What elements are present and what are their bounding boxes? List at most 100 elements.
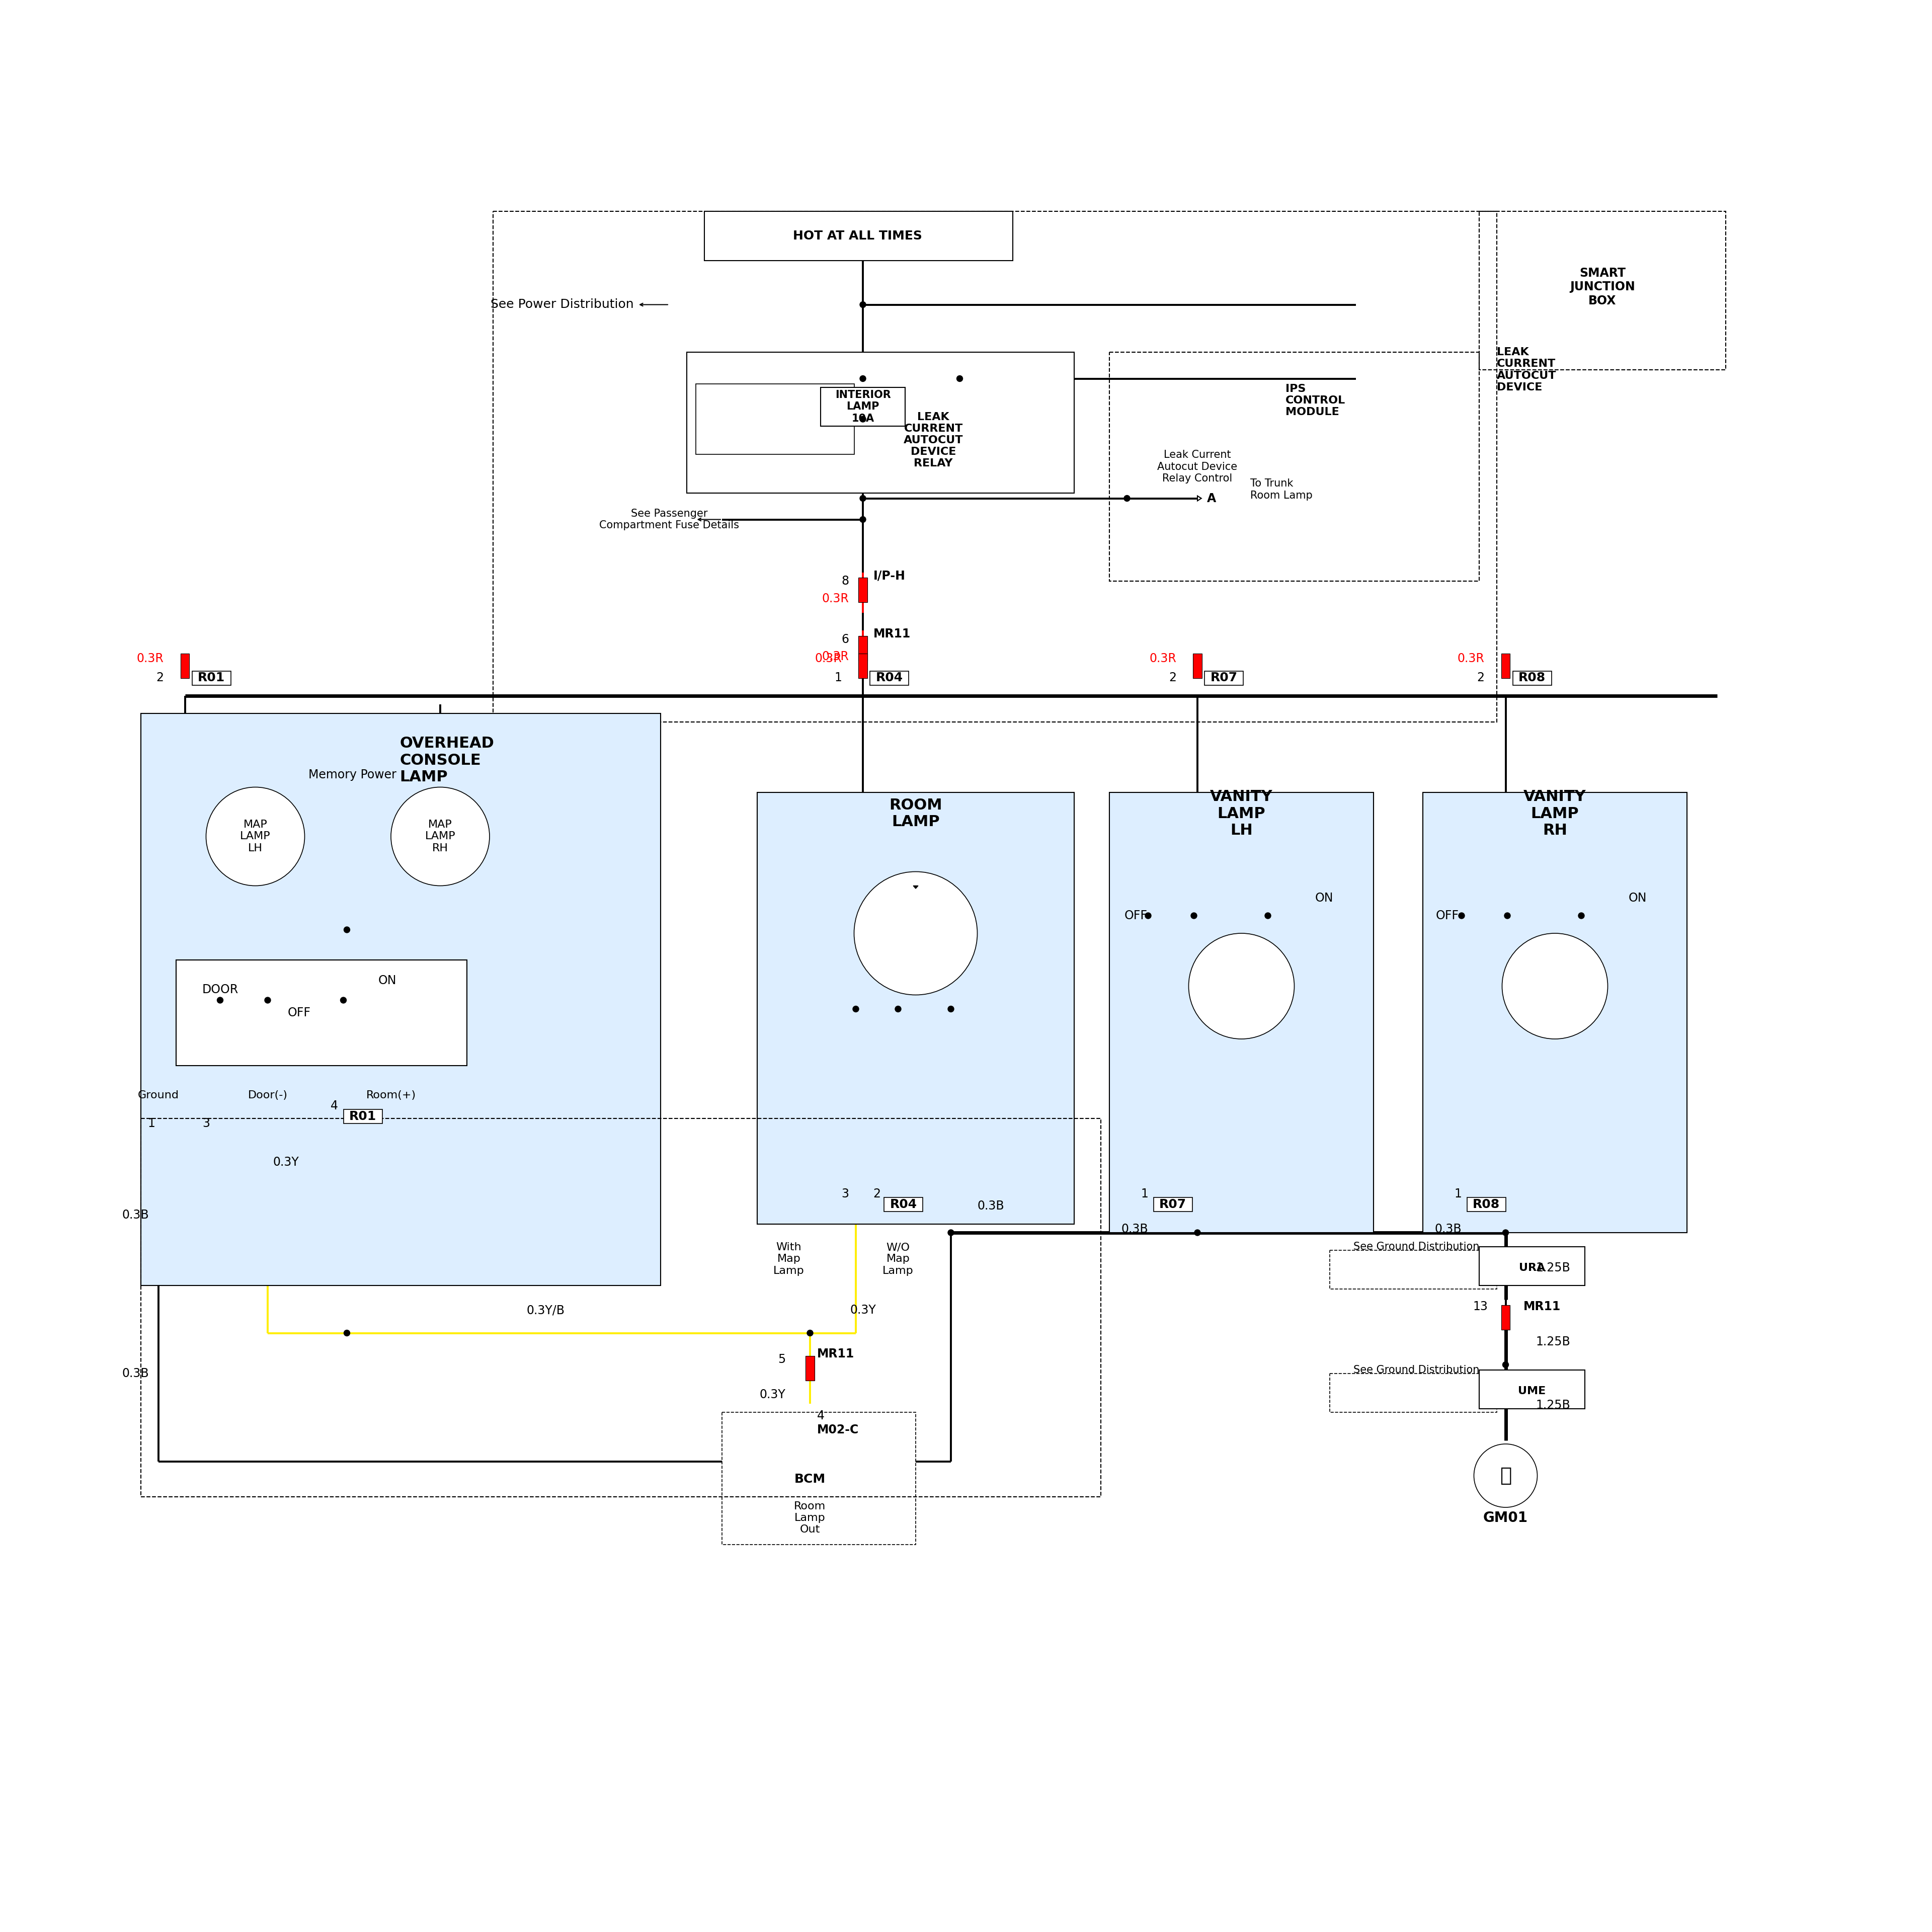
Bar <box>821 388 904 427</box>
Circle shape <box>949 1229 954 1236</box>
Text: 6: 6 <box>840 634 848 645</box>
Text: 0.3B: 0.3B <box>1435 1223 1463 1235</box>
Text: MR11: MR11 <box>1522 1300 1561 1312</box>
Bar <box>1329 1250 1497 1289</box>
Text: Leak Current
Autocut Device
Relay Control: Leak Current Autocut Device Relay Contro… <box>1157 450 1238 483</box>
Bar <box>1513 670 1551 686</box>
Text: See Ground Distribution: See Ground Distribution <box>1352 1366 1480 1376</box>
Text: 0.3B: 0.3B <box>978 1200 1005 1211</box>
Text: SMART
JUNCTION
BOX: SMART JUNCTION BOX <box>1571 267 1634 307</box>
Circle shape <box>956 375 962 383</box>
Text: ROOM
LAMP: ROOM LAMP <box>889 798 943 829</box>
Bar <box>696 384 854 454</box>
Circle shape <box>1190 912 1198 920</box>
Text: ⏚: ⏚ <box>1499 1466 1511 1486</box>
Text: LEAK
CURRENT
AUTOCUT
DEVICE
RELAY: LEAK CURRENT AUTOCUT DEVICE RELAY <box>904 412 964 469</box>
Circle shape <box>1124 495 1130 502</box>
Text: LEAK
CURRENT
AUTOCUT
DEVICE: LEAK CURRENT AUTOCUT DEVICE <box>1497 348 1557 392</box>
Text: A: A <box>1208 493 1215 504</box>
Text: ON: ON <box>1629 893 1646 904</box>
Bar <box>858 636 867 661</box>
Bar <box>180 653 189 678</box>
Text: 1: 1 <box>835 672 842 684</box>
Bar <box>1194 653 1202 678</box>
Text: 5: 5 <box>779 1354 786 1366</box>
Text: 1.25B: 1.25B <box>1536 1262 1571 1273</box>
Circle shape <box>1265 912 1271 920</box>
Bar <box>1480 211 1725 369</box>
Circle shape <box>1503 1229 1509 1236</box>
Text: OFF: OFF <box>1435 910 1459 922</box>
Text: 0.3R: 0.3R <box>1150 653 1177 665</box>
Bar <box>858 653 867 678</box>
Circle shape <box>895 1007 900 1012</box>
Circle shape <box>860 301 866 307</box>
Bar <box>493 211 1497 723</box>
Bar <box>806 1356 815 1381</box>
Text: VANITY
LAMP
RH: VANITY LAMP RH <box>1524 790 1586 838</box>
Text: 0.3B: 0.3B <box>122 1209 149 1221</box>
Circle shape <box>216 997 222 1003</box>
Circle shape <box>1146 912 1151 920</box>
Bar <box>176 960 468 1065</box>
Text: 13: 13 <box>1472 1300 1488 1312</box>
Text: R04: R04 <box>875 672 902 684</box>
Bar <box>1480 1246 1584 1285</box>
Text: 2: 2 <box>156 672 164 684</box>
Text: 0.3R: 0.3R <box>821 651 848 663</box>
Text: 0.3Y: 0.3Y <box>272 1155 299 1169</box>
Text: I/P-H: I/P-H <box>873 570 906 582</box>
Text: See Power Distribution: See Power Distribution <box>491 299 634 311</box>
Bar <box>757 792 1074 1223</box>
Circle shape <box>860 415 866 421</box>
Text: OVERHEAD
CONSOLE
LAMP: OVERHEAD CONSOLE LAMP <box>400 736 495 784</box>
Bar <box>1109 792 1374 1233</box>
Bar <box>1466 1198 1505 1211</box>
Circle shape <box>207 786 305 885</box>
Text: 0.3Y/B: 0.3Y/B <box>527 1304 564 1316</box>
Text: 4: 4 <box>330 1099 338 1113</box>
Text: Room(+): Room(+) <box>365 1090 415 1101</box>
Circle shape <box>1578 912 1584 920</box>
Text: IPS
CONTROL
MODULE: IPS CONTROL MODULE <box>1285 384 1345 417</box>
Text: 0.3Y: 0.3Y <box>850 1304 875 1316</box>
Circle shape <box>1188 933 1294 1039</box>
Text: DOOR: DOOR <box>203 983 238 995</box>
Text: Memory Power: Memory Power <box>309 769 396 781</box>
Bar <box>191 670 230 686</box>
Text: 4: 4 <box>817 1410 825 1422</box>
Circle shape <box>1501 933 1607 1039</box>
Text: See Ground Distribution: See Ground Distribution <box>1352 1242 1480 1252</box>
Text: ON: ON <box>379 976 396 987</box>
Bar <box>1501 653 1511 678</box>
Text: Door(-): Door(-) <box>247 1090 288 1101</box>
Polygon shape <box>1198 497 1202 500</box>
Text: MAP
LAMP
LH: MAP LAMP LH <box>240 819 270 854</box>
Text: GM01: GM01 <box>1484 1511 1528 1524</box>
Text: URA: URA <box>1519 1264 1546 1273</box>
Circle shape <box>949 1007 954 1012</box>
Bar <box>1422 792 1687 1233</box>
Text: 1: 1 <box>147 1117 155 1130</box>
Text: 0.3R: 0.3R <box>821 593 848 605</box>
Text: MAP
LAMP
RH: MAP LAMP RH <box>425 819 456 854</box>
Text: With
Map
Lamp: With Map Lamp <box>773 1242 804 1275</box>
Circle shape <box>1474 1443 1538 1507</box>
Bar <box>723 1412 916 1544</box>
Text: See Passenger
Compartment Fuse Details: See Passenger Compartment Fuse Details <box>599 508 740 531</box>
Bar <box>344 1109 383 1124</box>
Text: R01: R01 <box>350 1111 377 1122</box>
Text: R01: R01 <box>197 672 224 684</box>
Bar <box>858 578 867 603</box>
Polygon shape <box>914 885 918 889</box>
Circle shape <box>1505 912 1511 920</box>
Circle shape <box>344 1329 350 1337</box>
Text: 0.3B: 0.3B <box>1121 1223 1148 1235</box>
Bar <box>869 670 908 686</box>
Circle shape <box>340 997 346 1003</box>
Text: BCM: BCM <box>794 1472 825 1486</box>
Text: M02-C: M02-C <box>817 1424 860 1435</box>
Text: MR11: MR11 <box>817 1349 854 1360</box>
Text: 0.3B: 0.3B <box>122 1368 149 1379</box>
Bar <box>1109 352 1480 582</box>
